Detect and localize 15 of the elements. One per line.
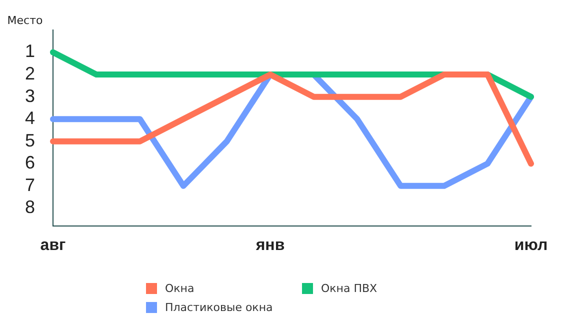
- legend-label: Окна: [165, 282, 194, 295]
- y-tick-label: 1: [24, 41, 35, 62]
- y-axis-title: Место: [7, 14, 43, 27]
- y-tick-label: 7: [24, 174, 35, 195]
- x-tick-label: июл: [514, 237, 548, 254]
- legend-label: Пластиковые окна: [165, 301, 273, 314]
- y-tick-label: 6: [24, 152, 35, 173]
- y-tick-label: 8: [24, 197, 35, 218]
- legend-label: Окна ПВХ: [321, 282, 378, 295]
- y-tick-label: 4: [24, 108, 35, 128]
- x-tick-label: авг: [40, 237, 66, 254]
- y-tick-label: 5: [24, 130, 35, 150]
- y-tick-label: 2: [24, 64, 35, 84]
- y-tick-label: 3: [24, 86, 35, 106]
- x-tick-label: янв: [254, 237, 285, 254]
